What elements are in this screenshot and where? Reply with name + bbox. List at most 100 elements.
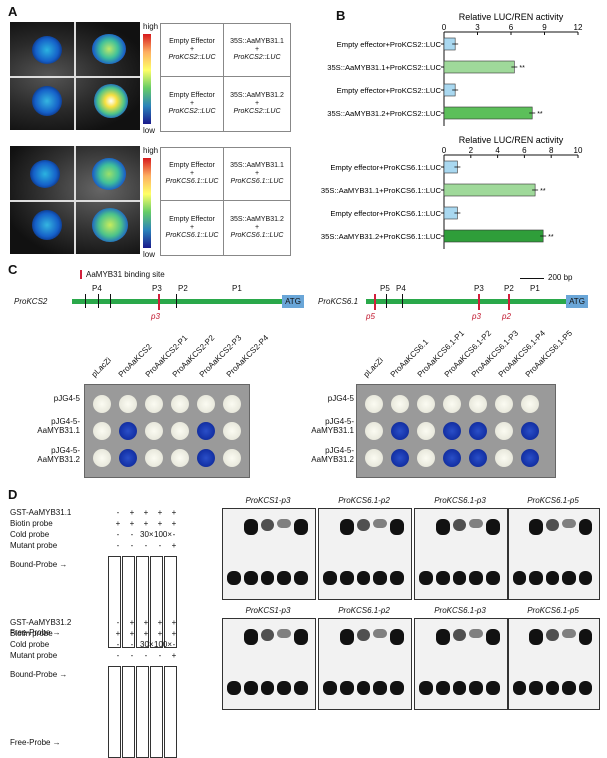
- lane-box: [150, 556, 163, 648]
- free-probe-band: [373, 571, 388, 585]
- gel-title: ProKCS6.1-p5: [527, 606, 579, 615]
- bound-probe-band: [243, 519, 258, 535]
- free-probe-label: Free-Probe →: [10, 738, 61, 747]
- yeast-colony-blue: [119, 422, 137, 440]
- luciferase-leaf-image-bottom: [10, 146, 140, 254]
- ticks: [402, 294, 403, 308]
- free-probe-band: [356, 681, 371, 695]
- yeast-colony-white: [145, 422, 163, 440]
- free-probe-band: [243, 571, 258, 585]
- free-probe-band: [390, 571, 404, 585]
- free-probe-band: [513, 571, 527, 585]
- emsa-gel: [222, 618, 316, 710]
- condition-row-label: Cold probe: [10, 530, 50, 539]
- category-label: Empty effector+ProKCS2::LUC: [337, 40, 442, 49]
- free-probe-band: [435, 681, 450, 695]
- condition-value: -: [158, 541, 162, 550]
- probe-label: P3: [152, 284, 162, 293]
- bound-probe-band: [390, 629, 404, 645]
- yeast-colony-blue: [197, 449, 215, 467]
- condition-value: -: [130, 651, 134, 660]
- yeast-colony-white: [93, 422, 111, 440]
- grid-cell: Empty Effector + ProKCS6.1::LUC: [160, 200, 224, 256]
- condition-value: 100×: [154, 640, 173, 649]
- bound-probe-label: Bound-Probe →: [10, 560, 68, 569]
- ticks: [85, 294, 86, 308]
- condition-value: -: [116, 508, 120, 517]
- gel-title: ProKCS6.1-p3: [434, 496, 486, 505]
- condition-value: +: [115, 519, 121, 528]
- condition-value: +: [129, 508, 135, 517]
- yeast-colony-white: [495, 422, 513, 440]
- binding-site-mark: [374, 294, 376, 310]
- gel-title: ProKCS1-p3: [245, 606, 291, 615]
- free-probe-band: [545, 681, 560, 695]
- atg-box-kcs6: ATG: [566, 295, 588, 308]
- promoter-name-kcs2: ProKCS2: [14, 297, 48, 306]
- free-probe-label: Free-Probe →: [10, 628, 61, 637]
- binding-site-legend: AaMYB31 binding site: [86, 270, 165, 279]
- bound-probe-band: [260, 519, 275, 531]
- ticks: [176, 294, 177, 308]
- panel-label-d: D: [8, 487, 18, 502]
- condition-value: +: [157, 508, 163, 517]
- condition-value: -: [130, 541, 134, 550]
- bound-probe-band: [545, 629, 560, 641]
- yeast-colony-white: [443, 395, 461, 413]
- condition-value: +: [171, 651, 177, 660]
- y1h-column-header: pLacZi: [89, 355, 113, 379]
- free-probe-band: [373, 681, 388, 695]
- yeast-colony-white: [171, 422, 189, 440]
- bound-probe-band: [339, 629, 354, 645]
- free-probe-band: [578, 681, 592, 695]
- free-probe-band: [277, 681, 292, 695]
- gel-title: ProKCS6.1-p3: [434, 606, 486, 615]
- condition-value: +: [171, 519, 177, 528]
- grid-cell: 35S::AaMYB31.1 + ProKCS6.1::LUC: [223, 147, 291, 201]
- condition-row-label: GST-AaMYB31.2: [10, 618, 72, 627]
- condition-value: 100×: [154, 530, 173, 539]
- grid-cell: 35S::AaMYB31.2 + ProKCS2::LUC: [223, 76, 291, 132]
- probe-label: P2: [178, 284, 188, 293]
- panel-label-b: B: [336, 8, 346, 23]
- ticks: [110, 294, 111, 308]
- yeast-colony-white: [365, 422, 383, 440]
- x-tick-label: 9: [542, 23, 547, 32]
- free-probe-band: [486, 571, 500, 585]
- lane-box: [164, 666, 177, 758]
- yeast-colony-white: [171, 449, 189, 467]
- x-tick-label: 0: [442, 146, 447, 155]
- x-tick-label: 12: [574, 23, 583, 32]
- condition-value: +: [143, 629, 149, 638]
- bound-probe-band: [356, 519, 371, 531]
- bound-probe-band: [373, 629, 388, 638]
- yeast-colony-white: [145, 395, 163, 413]
- bound-probe-band: [578, 519, 592, 535]
- condition-value: -: [116, 640, 120, 649]
- condition-row-label: Biotin probe: [10, 519, 53, 528]
- condition-row-label: Cold probe: [10, 640, 50, 649]
- bound-probe-band: [390, 519, 404, 535]
- yeast-colony-white: [391, 395, 409, 413]
- free-probe-band: [227, 681, 241, 695]
- condition-value: +: [157, 629, 163, 638]
- gel-title: ProKCS6.1-p2: [338, 496, 390, 505]
- condition-value: -: [116, 541, 120, 550]
- bound-probe-band: [435, 519, 450, 535]
- lane-box: [122, 556, 135, 648]
- x-tick-label: 3: [475, 23, 480, 32]
- bar: [443, 106, 533, 120]
- category-label: 35S::AaMYB31.2+ProKCS2::LUC: [327, 109, 441, 118]
- yeast-colony-white: [223, 395, 241, 413]
- y1h-column-header: pLacZi: [361, 355, 385, 379]
- yeast-colony-blue: [391, 449, 409, 467]
- grid-cell: 35S::AaMYB31.2 + ProKCS6.1::LUC: [223, 200, 291, 256]
- probe-label: P3: [474, 284, 484, 293]
- y1h-row-label: pJG4-5- AaMYB31.2: [311, 446, 354, 464]
- yeast-colony-blue: [443, 449, 461, 467]
- binding-site-mark: [478, 294, 480, 310]
- lane-box: [136, 666, 149, 758]
- promoter-line-kcs6: [366, 299, 566, 304]
- free-probe-band: [356, 571, 371, 585]
- x-tick-label: 10: [574, 146, 583, 155]
